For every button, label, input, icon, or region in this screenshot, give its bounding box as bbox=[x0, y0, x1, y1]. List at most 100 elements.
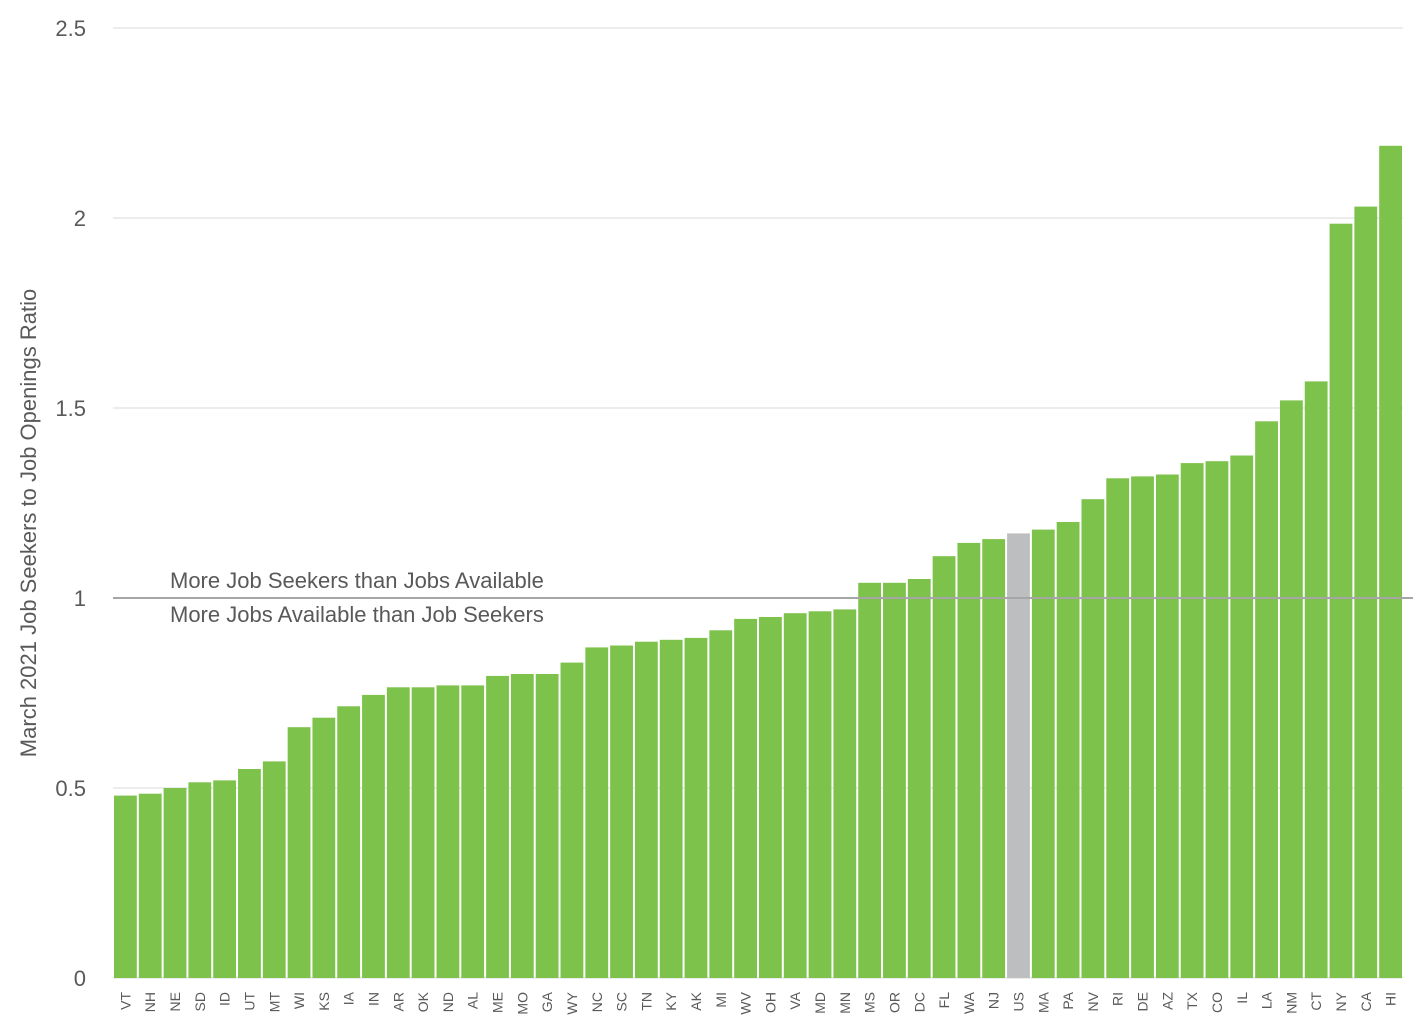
x-tick-label-ri: RI bbox=[1110, 992, 1126, 1006]
x-tick-label-ga: GA bbox=[539, 991, 555, 1012]
bar-al bbox=[461, 685, 485, 978]
x-tick-label-md: MD bbox=[812, 992, 828, 1014]
y-tick-label: 0 bbox=[74, 966, 86, 991]
x-tick-label-nj: NJ bbox=[986, 992, 1002, 1009]
bar-ia bbox=[337, 706, 361, 978]
bar-in bbox=[362, 694, 385, 978]
bar-or bbox=[883, 582, 906, 978]
x-tick-label-mn: MN bbox=[837, 992, 853, 1014]
bar-mo bbox=[510, 674, 534, 978]
x-tick-label-ia: IA bbox=[341, 991, 357, 1005]
x-tick-label-al: AL bbox=[465, 992, 481, 1009]
y-axis-title: March 2021 Job Seekers to Job Openings R… bbox=[16, 289, 41, 757]
x-tick-label-co: CO bbox=[1209, 992, 1225, 1013]
bar-wi bbox=[287, 727, 311, 978]
bar-ny bbox=[1329, 223, 1353, 978]
bar-mt bbox=[262, 761, 286, 978]
x-tick-label-sc: SC bbox=[614, 992, 630, 1011]
annotation-below: More Jobs Available than Job Seekers bbox=[170, 602, 544, 627]
bar-la bbox=[1255, 421, 1278, 978]
bar-ct bbox=[1304, 381, 1328, 978]
annotation-above: More Job Seekers than Jobs Available bbox=[170, 568, 544, 593]
y-tick-label: 2 bbox=[74, 206, 86, 231]
bar-ms bbox=[858, 582, 882, 978]
x-tick-label-nd: ND bbox=[440, 992, 456, 1012]
x-tick-label-nh: NH bbox=[142, 992, 158, 1012]
bar-tx bbox=[1180, 463, 1204, 979]
x-tick-label-nv: NV bbox=[1085, 991, 1101, 1011]
bar-nc bbox=[585, 647, 609, 978]
bar-us bbox=[1007, 533, 1030, 978]
x-tick-label-pa: PA bbox=[1060, 991, 1076, 1009]
y-tick-label: 2.5 bbox=[55, 16, 86, 41]
x-tick-label-hi: HI bbox=[1383, 992, 1399, 1006]
x-tick-label-ks: KS bbox=[316, 992, 332, 1011]
x-tick-label-in: IN bbox=[365, 992, 381, 1006]
x-tick-label-tx: TX bbox=[1184, 991, 1200, 1010]
x-tick-label-me: ME bbox=[490, 992, 506, 1013]
bar-sc bbox=[610, 645, 633, 978]
x-tick-label-tn: TN bbox=[638, 992, 654, 1011]
x-tick-label-va: VA bbox=[787, 991, 803, 1009]
bar-mn bbox=[833, 609, 857, 978]
bar-nj bbox=[982, 539, 1006, 978]
y-tick-label: 0.5 bbox=[55, 776, 86, 801]
bar-mi bbox=[709, 630, 733, 978]
bar-md bbox=[808, 611, 832, 978]
bar-hi bbox=[1379, 145, 1402, 979]
bar-ks bbox=[312, 717, 336, 978]
bar-vt bbox=[114, 795, 137, 978]
x-tick-label-fl: FL bbox=[936, 992, 952, 1009]
x-tick-label-ak: AK bbox=[688, 991, 704, 1010]
x-tick-label-mi: MI bbox=[713, 992, 729, 1008]
x-tick-label-ny: NY bbox=[1333, 991, 1349, 1011]
bar-il bbox=[1230, 455, 1254, 978]
x-tick-label-sd: SD bbox=[192, 992, 208, 1011]
bar-nm bbox=[1279, 400, 1303, 978]
bar-ut bbox=[238, 769, 261, 978]
bars bbox=[114, 145, 1402, 979]
bar-me bbox=[486, 675, 509, 978]
y-tick-label: 1 bbox=[74, 586, 86, 611]
bar-nv bbox=[1081, 499, 1105, 978]
x-tick-label-nc: NC bbox=[589, 992, 605, 1012]
x-tick-label-il: IL bbox=[1234, 992, 1250, 1004]
x-tick-label-ne: NE bbox=[167, 992, 183, 1011]
x-tick-label-ky: KY bbox=[663, 991, 679, 1010]
x-tick-label-ma: MA bbox=[1035, 991, 1051, 1013]
y-tick-label: 1.5 bbox=[55, 396, 86, 421]
bar-ca bbox=[1354, 206, 1378, 979]
x-tick-label-mo: MO bbox=[514, 992, 530, 1015]
x-tick-label-ct: CT bbox=[1308, 992, 1324, 1011]
bar-sd bbox=[188, 782, 212, 978]
x-tick-label-dc: DC bbox=[911, 992, 927, 1012]
x-tick-label-us: US bbox=[1010, 992, 1026, 1011]
x-tick-label-wy: WY bbox=[564, 991, 580, 1014]
x-tick-label-nm: NM bbox=[1283, 992, 1299, 1014]
x-tick-label-ok: OK bbox=[415, 991, 431, 1012]
bar-pa bbox=[1056, 522, 1080, 978]
x-tick-label-la: LA bbox=[1259, 991, 1275, 1009]
bar-az bbox=[1155, 474, 1179, 978]
x-tick-label-ut: UT bbox=[241, 992, 257, 1011]
x-tick-label-ca: CA bbox=[1358, 991, 1374, 1011]
bar-ar bbox=[386, 687, 410, 978]
bar-oh bbox=[759, 617, 782, 978]
bar-de bbox=[1131, 476, 1154, 978]
bar-co bbox=[1205, 461, 1229, 978]
bar-ga bbox=[535, 674, 559, 978]
x-tick-label-ar: AR bbox=[390, 992, 406, 1011]
bar-ky bbox=[659, 639, 683, 978]
bar-va bbox=[783, 613, 807, 978]
x-tick-label-id: ID bbox=[217, 992, 233, 1006]
x-tick-label-de: DE bbox=[1135, 992, 1151, 1011]
x-tick-label-ms: MS bbox=[862, 992, 878, 1013]
bar-ak bbox=[684, 637, 708, 978]
bar-nd bbox=[436, 685, 460, 978]
bar-ri bbox=[1106, 478, 1130, 978]
x-tick-label-vt: VT bbox=[117, 992, 133, 1010]
x-tick-label-oh: OH bbox=[762, 992, 778, 1013]
x-tick-label-wa: WA bbox=[961, 991, 977, 1014]
bar-nh bbox=[138, 793, 162, 978]
